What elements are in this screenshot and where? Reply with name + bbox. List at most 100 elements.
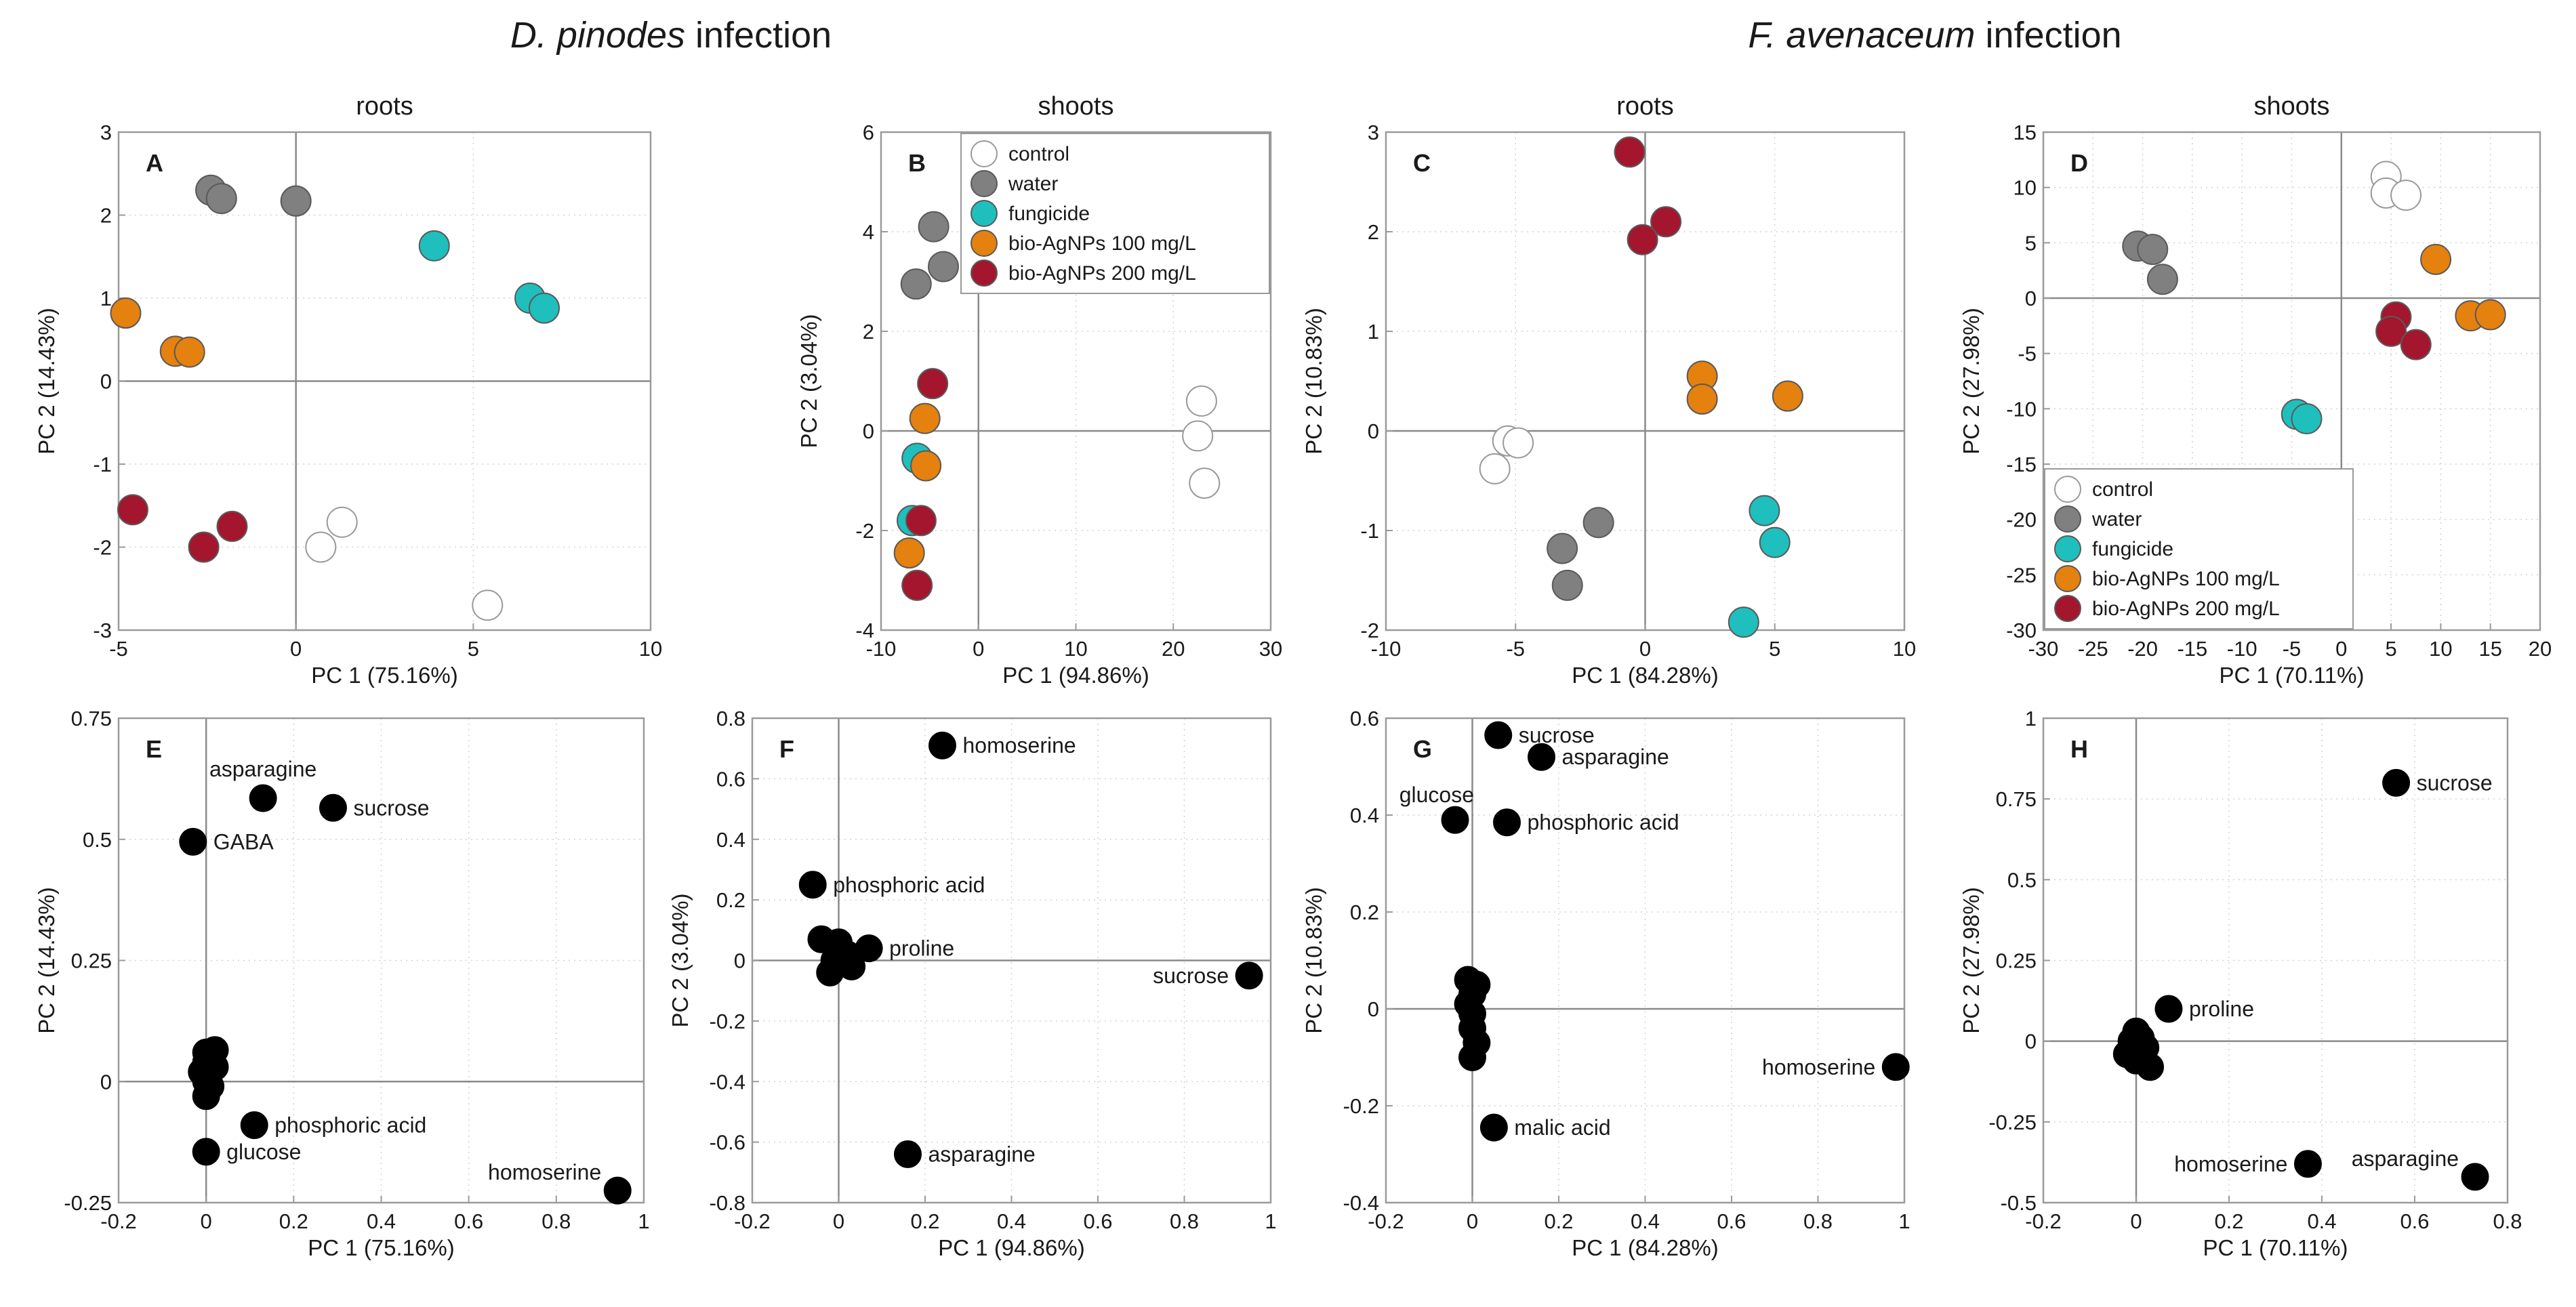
y-tick-label: -3 [93, 619, 112, 642]
y-tick-label: -25 [2006, 563, 2037, 587]
x-tick-label: 0.2 [279, 1209, 308, 1233]
point-control [305, 531, 337, 563]
x-axis-label: PC 1 (75.16%) [311, 663, 457, 688]
point-bio-agnps-100-mg-l [1686, 383, 1718, 415]
x-tick-label: 10 [1064, 637, 1087, 661]
legend-label-control: control [1008, 143, 1069, 165]
panel-letter: H [2070, 735, 2088, 763]
y-tick-label: -20 [2006, 508, 2037, 532]
x-tick-label: 0.2 [2214, 1209, 2243, 1233]
legend-marker-fungicide [2054, 535, 2081, 562]
panel-letter: G [1413, 735, 1432, 763]
legend-marker-bio-agnps-200-mg-l [2054, 595, 2081, 622]
x-tick-label: 15 [2478, 637, 2501, 661]
x-tick-label: 20 [2529, 637, 2552, 661]
legend-label-fungicide: fungicide [2092, 538, 2173, 560]
panel-letter: A [146, 149, 163, 177]
legend-box [960, 133, 1270, 294]
legend: control water fungicide bio-AgNPs 100 mg/L b… [960, 133, 1270, 294]
x-axis-label: PC 1 (70.11%) [2220, 663, 2365, 688]
metabolite-label: homoserine [1762, 1055, 1875, 1079]
x-tick-label: 0 [973, 637, 984, 661]
loading-point-sucrose [1484, 721, 1513, 749]
point-bio-agnps-200-mg-l [1650, 206, 1682, 238]
y-tick-label: 1 [100, 287, 112, 310]
metabolite-label: glucose [226, 1140, 301, 1164]
x-tick-label: -0.2 [2025, 1209, 2061, 1233]
x-tick-label: 20 [1162, 637, 1185, 661]
point-bio-agnps-100-mg-l [1772, 380, 1803, 412]
y-tick-label: 2 [1368, 220, 1379, 244]
y-tick-label: -5 [2018, 342, 2037, 366]
loading-point-asparagine [894, 1140, 922, 1168]
panel-d: -30 -25 -20 -15 -10 -5 0 5 10 15 20 -30 -25 -20 -15 -10… [1959, 92, 2552, 688]
x-tick-label: 1 [638, 1209, 649, 1233]
metabolite-label: proline [2189, 997, 2254, 1021]
y-tick-label: 0.6 [716, 767, 745, 791]
legend-marker-control [970, 140, 998, 167]
y-tick-label: 6 [863, 121, 874, 144]
y-tick-label: 15 [2013, 121, 2037, 144]
x-tick-label: 0 [2130, 1209, 2142, 1233]
point-bio-agnps-200-mg-l [117, 494, 148, 526]
loading-point-phosphoric-acid [798, 871, 827, 899]
y-tick-label: -30 [2006, 619, 2037, 642]
point-bio-agnps-200-mg-l [188, 531, 220, 563]
x-tick-label: 30 [1259, 637, 1282, 661]
y-axis-label: PC 2 (27.98%) [1959, 308, 1984, 454]
point-water [918, 211, 949, 243]
metabolite-label: phosphoric acid [833, 873, 985, 897]
point-bio-agnps-200-mg-l [917, 368, 949, 400]
point-bio-agnps-200-mg-l [905, 505, 937, 537]
metabolite-label: homoserine [488, 1160, 601, 1184]
legend-label-bio-agnps-100-mg-l: bio-AgNPs 100 mg/L [2092, 568, 2280, 590]
x-tick-label: -0.2 [100, 1209, 136, 1233]
x-tick-label: 5 [2385, 637, 2396, 661]
y-tick-label: -0.2 [1343, 1094, 1379, 1118]
point-water [1551, 569, 1583, 601]
y-tick-label: -0.2 [710, 1010, 745, 1033]
legend-label-bio-agnps-100-mg-l: bio-AgNPs 100 mg/L [1008, 232, 1196, 255]
y-axis-label: PC 2 (14.43%) [34, 308, 59, 454]
y-tick-label: 0.75 [71, 707, 112, 730]
x-axis-label: PC 1 (75.16%) [308, 1235, 454, 1260]
y-tick-label: -2 [93, 536, 112, 560]
y-tick-label: 0.75 [1996, 787, 2037, 811]
point-water [928, 251, 959, 283]
y-tick-label: -0.6 [710, 1131, 745, 1155]
y-tick-label: -0.25 [64, 1191, 112, 1215]
point-control [472, 589, 504, 621]
x-tick-label: -5 [1506, 637, 1525, 661]
loading-point-phosphoric-acid [1493, 808, 1521, 837]
loading-point-homoserine [2293, 1150, 2322, 1178]
loading-point [1458, 1043, 1486, 1071]
metabolite-label: asparagine [2352, 1146, 2459, 1171]
loading-point-glucose [192, 1138, 220, 1166]
y-tick-label: 0.25 [71, 949, 112, 973]
metabolite-label: sucrose [353, 795, 429, 820]
point-water [2137, 234, 2169, 266]
point-bio-agnps-200-mg-l [2400, 329, 2432, 360]
y-tick-label: 2 [863, 320, 874, 344]
loading-point [816, 958, 844, 987]
x-tick-label: -10 [1371, 637, 1402, 661]
panel-letter: B [908, 149, 926, 177]
y-tick-label: 3 [1368, 121, 1379, 144]
point-bio-agnps-100-mg-l [909, 402, 941, 434]
y-tick-label: 0 [2025, 1030, 2037, 1054]
point-fungicide [1727, 606, 1759, 638]
y-tick-label: 10 [2013, 176, 2037, 200]
loading-point-asparagine [2461, 1163, 2489, 1191]
point-fungicide [529, 292, 560, 324]
y-tick-label: 0.2 [1350, 900, 1379, 924]
x-tick-label: -0.2 [1368, 1209, 1404, 1233]
point-fungicide [1759, 526, 1791, 558]
x-tick-label: 10 [2429, 637, 2452, 661]
loading-point-sucrose [319, 793, 347, 822]
loading-point-sucrose [1235, 961, 1263, 990]
point-bio-agnps-100-mg-l [910, 450, 942, 482]
point-control [326, 506, 358, 538]
y-tick-label: -0.5 [2001, 1191, 2037, 1215]
x-tick-label: 10 [1893, 637, 1916, 661]
